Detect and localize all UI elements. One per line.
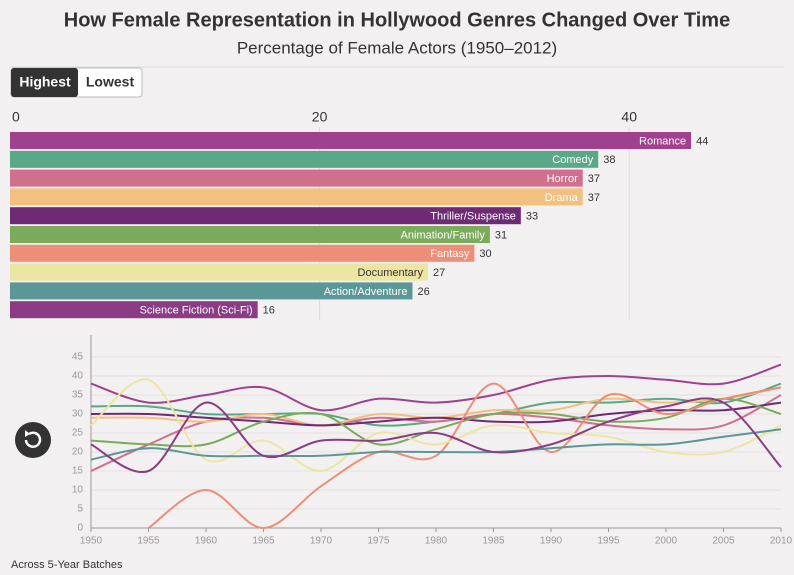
y-tick-label: 15 bbox=[72, 466, 84, 477]
line bbox=[90, 397, 782, 448]
x-tick-label: 40 bbox=[621, 109, 637, 125]
value-label: 26 bbox=[417, 286, 429, 298]
x-tick-label: 20 bbox=[312, 109, 328, 125]
bar bbox=[10, 132, 692, 149]
bar bbox=[10, 150, 599, 168]
replay-icon bbox=[25, 430, 30, 437]
button[interactable]: Lowest bbox=[86, 74, 135, 90]
line bbox=[90, 401, 782, 427]
bar-label: Fantasy bbox=[430, 248, 470, 260]
bar-label: Romance bbox=[639, 135, 686, 147]
bar-label: Drama bbox=[545, 192, 579, 204]
x-tick-label: 1980 bbox=[425, 536, 448, 547]
title: How Female Representation in Hollywood G… bbox=[64, 9, 730, 31]
x-tick-label: 1965 bbox=[252, 536, 275, 547]
value-label: 33 bbox=[526, 211, 538, 223]
y-tick-label: 20 bbox=[72, 447, 84, 458]
x-tick-label: 2000 bbox=[655, 536, 678, 547]
bar bbox=[10, 207, 521, 225]
replay-button[interactable] bbox=[15, 422, 51, 458]
x-tick-label: 1995 bbox=[597, 536, 620, 547]
y-tick-label: 40 bbox=[72, 371, 84, 382]
bar bbox=[10, 226, 490, 243]
bar-label: Horror bbox=[547, 173, 579, 185]
subtitle: Percentage of Female Actors (1950–2012) bbox=[237, 38, 557, 57]
x-tick-label: 1970 bbox=[310, 536, 333, 547]
line bbox=[90, 378, 782, 473]
line bbox=[90, 363, 782, 412]
x-tick-label: 1960 bbox=[195, 536, 218, 547]
replay-icon bbox=[24, 431, 42, 448]
bar-label: Animation/Family bbox=[401, 229, 486, 241]
bar bbox=[10, 169, 583, 187]
y-tick-label: 45 bbox=[72, 352, 84, 363]
y-tick-label: 35 bbox=[72, 390, 84, 401]
line bbox=[90, 386, 782, 427]
value-label: 37 bbox=[588, 173, 600, 185]
y-tick-label: 10 bbox=[72, 485, 84, 496]
bar-label: Comedy bbox=[552, 154, 593, 166]
value-label: 30 bbox=[479, 248, 491, 260]
y-tick-label: 5 bbox=[77, 504, 83, 515]
value-label: 31 bbox=[495, 229, 507, 241]
bar bbox=[10, 188, 583, 206]
y-tick-label: 0 bbox=[77, 523, 83, 534]
button-active[interactable] bbox=[11, 68, 78, 97]
bar-label: Action/Adventure bbox=[324, 286, 408, 298]
x-tick-label: 0 bbox=[12, 109, 20, 125]
bar bbox=[10, 263, 428, 281]
bar bbox=[10, 301, 258, 319]
value-label: 44 bbox=[696, 135, 708, 147]
bar-label: Thriller/Suspense bbox=[430, 211, 516, 223]
line bbox=[90, 428, 782, 461]
y-tick-label: 30 bbox=[72, 409, 84, 420]
x-tick-label: 1985 bbox=[482, 536, 505, 547]
bar-label: Science Fiction (Sci-Fi) bbox=[140, 305, 253, 317]
y-tick-label: 25 bbox=[72, 428, 84, 439]
bar-label: Documentary bbox=[358, 267, 424, 279]
line bbox=[90, 397, 782, 474]
x-tick-label: 1950 bbox=[80, 536, 103, 547]
button[interactable]: Highest bbox=[19, 74, 71, 90]
footer: Across 5-Year Batches bbox=[11, 559, 123, 571]
value-label: 37 bbox=[588, 192, 600, 204]
x-tick-label: 2010 bbox=[770, 536, 793, 547]
bar bbox=[10, 244, 475, 262]
value-label: 38 bbox=[603, 154, 615, 166]
value-label: 27 bbox=[433, 267, 445, 279]
bar bbox=[10, 282, 413, 300]
value-label: 16 bbox=[263, 305, 275, 317]
x-tick-label: 2005 bbox=[712, 536, 735, 547]
x-tick-label: 1955 bbox=[137, 536, 160, 547]
x-tick-label: 1975 bbox=[367, 536, 390, 547]
x-tick-label: 1990 bbox=[540, 536, 563, 547]
line bbox=[147, 382, 782, 530]
